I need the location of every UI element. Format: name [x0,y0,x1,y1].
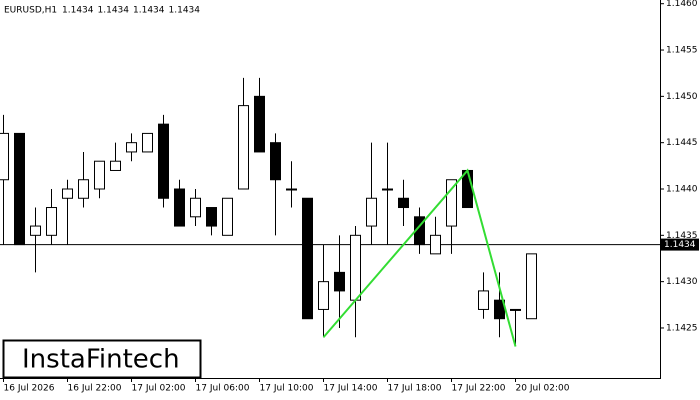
x-tick-label: 17 Jul 18:00 [388,384,442,394]
x-tick-label: 16 Jul 2026 [4,384,55,394]
x-tick-label: 17 Jul 06:00 [196,384,250,394]
symbol: EURUSD,H1 [4,6,57,16]
candle-body [382,188,393,191]
candle-body [270,142,281,181]
x-tick-label: 17 Jul 10:00 [260,384,314,394]
y-tick-label: 1.1455 [666,46,698,56]
candle-body [46,207,57,236]
candle-body [302,197,313,320]
candle-body [94,160,105,190]
candle-body [190,197,201,218]
watermark: InstaFintech [22,345,180,375]
candle-body [14,132,25,246]
y-tick-label: 1.1430 [666,277,698,287]
header-value: 1.1434 [98,6,130,16]
candle-body [174,188,185,227]
x-tick-label: 17 Jul 02:00 [132,384,186,394]
x-tick-label: 16 Jul 22:00 [68,384,122,394]
candle-body [30,225,41,236]
header-value: 1.1434 [62,6,94,16]
y-tick-label: 1.1425 [666,323,698,333]
candle-body [142,132,153,153]
candle-body [62,188,73,199]
candle-body [350,234,361,301]
plot [0,77,660,347]
candle-body [206,207,217,227]
y-tick-label: 1.1435 [666,231,698,241]
candle-body [478,290,489,310]
candle-body [430,234,441,255]
y-tick-label: 1.1450 [666,92,698,102]
watermark-box [2,339,202,379]
candle-body [286,188,297,191]
y-tick-label: 1.1460 [666,0,698,9]
candle-body [318,281,329,310]
current-price-box [661,238,699,251]
pattern-line [322,168,517,347]
current-price-label: 1.1434 [664,240,696,250]
candle-body [0,132,9,181]
candle-body [510,308,521,311]
candle-body [222,197,233,236]
candle-body [110,160,121,171]
header-value: 1.1434 [169,6,201,16]
candle-body [126,142,137,153]
header-value: 1.1434 [133,6,165,16]
candle-body [158,123,169,199]
candle-body [526,253,537,320]
candle-body [254,95,265,153]
y-tick-label: 1.1440 [666,185,698,195]
candle-body [446,179,457,227]
x-tick-label: 20 Jul 02:00 [516,384,570,394]
y-tick-label: 1.1445 [666,138,698,148]
x-tick-label: 17 Jul 22:00 [452,384,506,394]
candle-body [366,197,377,227]
candle-body [238,105,249,190]
candle-body [334,271,345,292]
candle-body [78,179,89,199]
x-tick-label: 17 Jul 14:00 [324,384,378,394]
candle-body [398,197,409,209]
